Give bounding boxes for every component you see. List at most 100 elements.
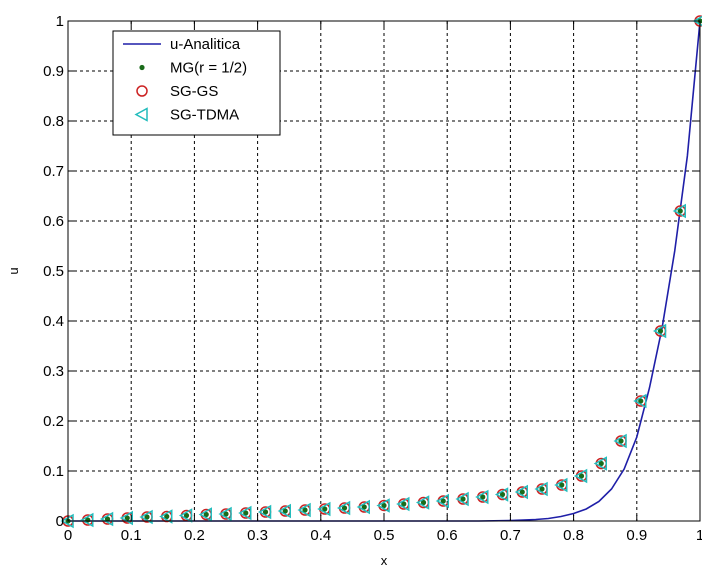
data-point [203, 511, 209, 518]
x-tick-label: 0.9 [626, 527, 647, 544]
data-point [80, 512, 94, 528]
data-point [262, 509, 269, 515]
legend-item: u-Analitica [123, 36, 241, 53]
data-point [618, 438, 624, 444]
data-point [652, 323, 667, 339]
legend-item: SG-TDMA [134, 107, 239, 124]
data-point [218, 506, 232, 522]
legend-swatch [136, 85, 148, 97]
data-point [164, 513, 170, 520]
y-tick-label: 0.7 [43, 163, 64, 180]
axis-ticks [67, 20, 701, 522]
data-point [336, 500, 351, 516]
data-point [499, 491, 506, 498]
data-point [238, 505, 252, 521]
series-1 [65, 18, 702, 524]
data-point [494, 487, 509, 502]
x-tick-label: 0.7 [500, 527, 521, 544]
data-point [534, 481, 548, 497]
data-point [144, 514, 150, 520]
data-point [381, 502, 387, 509]
legend-item: SG-GS [136, 83, 218, 100]
y-tick-label: 0.3 [43, 363, 64, 380]
data-point [460, 496, 466, 502]
data-point [593, 456, 607, 471]
data-point [223, 511, 229, 517]
legend-label: SG-GS [170, 83, 218, 100]
data-point [435, 493, 449, 509]
y-tick-label: 1 [56, 13, 64, 30]
y-tick-label: 0.5 [43, 263, 64, 280]
x-tick-label: 0.8 [563, 527, 584, 544]
data-point [672, 203, 686, 219]
y-tick-label: 0.4 [43, 313, 64, 330]
data-point [257, 504, 272, 520]
data-point [638, 398, 644, 404]
y-tick-label: 0.2 [43, 413, 64, 430]
legend-label: SG-TDMA [170, 107, 239, 124]
x-axis-label: x [381, 553, 388, 568]
data-point [578, 473, 585, 479]
data-point [455, 491, 469, 507]
data-point [554, 477, 568, 493]
data-point [317, 501, 331, 517]
data-point [302, 507, 308, 513]
data-point [99, 511, 114, 527]
data-point [598, 460, 604, 467]
data-point [480, 494, 486, 500]
data-point [124, 515, 130, 521]
data-point [633, 393, 647, 409]
data-point [183, 512, 190, 519]
data-point [573, 468, 588, 484]
data-point [440, 498, 446, 504]
data-point [361, 504, 367, 510]
x-tick-label: 0.4 [310, 527, 331, 544]
data-point [178, 508, 193, 523]
data-point [519, 489, 525, 495]
legend-label: MG(r = 1/2) [170, 60, 247, 77]
data-point [282, 508, 288, 514]
data-point [677, 208, 683, 214]
x-tick-label: 0.1 [121, 527, 142, 544]
data-point [475, 489, 489, 505]
legend-swatch [134, 107, 148, 122]
x-tick-label: 0.5 [374, 527, 395, 544]
x-tick-label: 0.6 [437, 527, 458, 544]
x-tick-label: 1 [696, 527, 702, 544]
x-tick-label: 0.2 [184, 527, 205, 544]
legend-swatch [139, 64, 145, 71]
tick-labels: 0 0.1 0.2 0.3 0.4 0.5 0.6 0.7 0.8 0.9 1 0 0.1 0.2 0.3 0… [43, 13, 702, 544]
y-tick-label: 0.6 [43, 213, 64, 230]
legend-label: u-Analitica [170, 36, 241, 53]
x-tick-label: 0.3 [247, 527, 268, 544]
x-tick-label: 0 [64, 527, 72, 544]
data-point [396, 496, 410, 512]
data-point [613, 433, 627, 449]
data-point [198, 507, 212, 522]
data-point [139, 509, 153, 525]
legend: u-Analitica MG(r = 1/2) SG-GS SG-TDMA [112, 30, 281, 136]
y-tick-label: 0.9 [43, 63, 64, 80]
data-point [539, 486, 545, 492]
data-point [277, 503, 291, 519]
data-point [243, 510, 249, 516]
legend-item: MG(r = 1/2) [139, 60, 247, 77]
data-point [420, 499, 427, 506]
y-tick-label: 0 [56, 513, 64, 530]
y-tick-label: 0.1 [43, 463, 64, 480]
data-point [514, 484, 528, 500]
data-point [104, 516, 111, 522]
data-point [356, 499, 370, 515]
data-point [376, 498, 390, 513]
data-point [322, 506, 328, 512]
y-tick-label: 0.8 [43, 113, 64, 130]
data-point [559, 482, 565, 488]
data-point [415, 495, 430, 510]
data-point [159, 509, 173, 524]
data-point [297, 502, 311, 518]
data-point [657, 328, 664, 334]
data-point [341, 505, 348, 511]
data-point [401, 501, 407, 507]
